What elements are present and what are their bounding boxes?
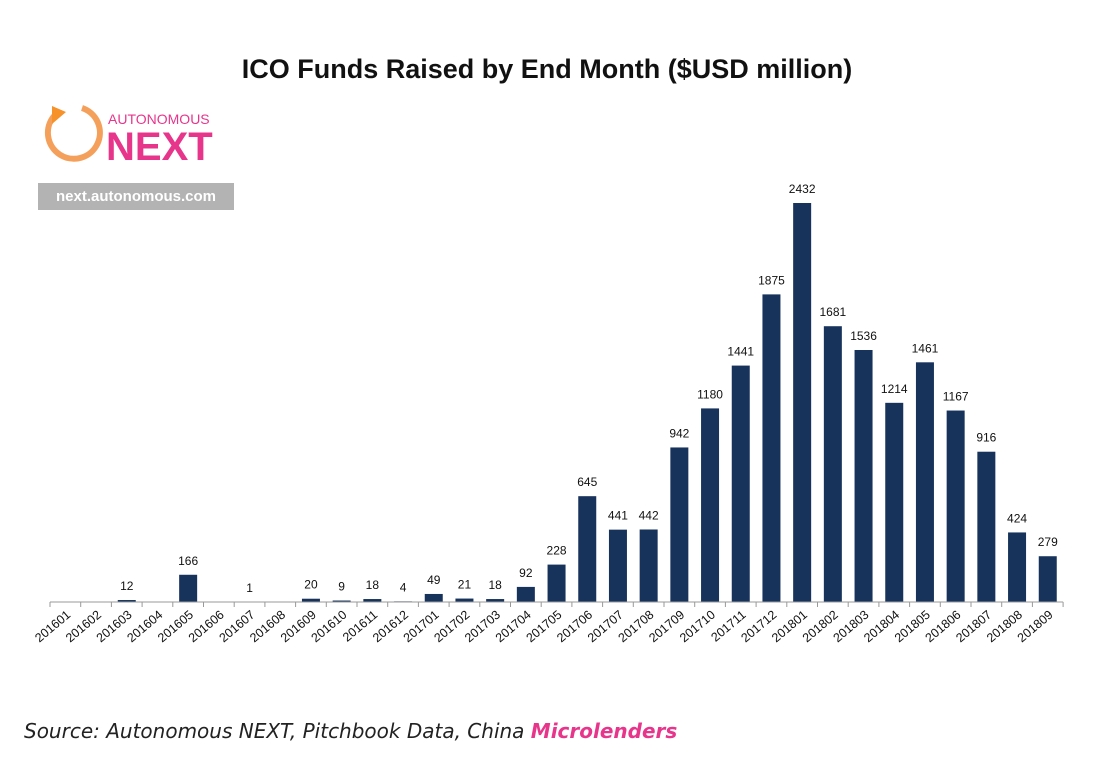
bar-201701 (424, 593, 443, 602)
data-label-201806: 1167 (943, 390, 969, 404)
bar-201710 (701, 408, 720, 602)
data-label-201801: 2432 (789, 182, 816, 196)
data-label-201804: 1214 (881, 382, 908, 396)
bar-201801 (793, 203, 812, 602)
source-highlight: Microlenders (530, 719, 678, 743)
value-labels-layer: 12 166 1 20 9 18 4 49 21 18 92 228 645 441 442 942 1180 1… (120, 182, 1058, 595)
data-label-201705: 228 (547, 544, 567, 558)
data-label-201605: 166 (178, 554, 198, 568)
source-prefix: Source: Autonomous NEXT, Pitchbook Data,… (24, 719, 531, 743)
data-label-201809: 279 (1038, 535, 1058, 549)
bar-201610 (332, 600, 351, 602)
bar-201703 (486, 599, 505, 602)
bar-201807 (977, 451, 996, 602)
bar-201712 (762, 294, 781, 602)
data-label-201701: 49 (427, 573, 441, 587)
bar-201709 (670, 447, 689, 602)
bar-201605 (179, 574, 198, 602)
bars-layer (117, 203, 1057, 602)
logo-small-text: AUTONOMOUS (108, 111, 210, 127)
bar-201803 (854, 350, 873, 602)
bar-201808 (1008, 532, 1027, 602)
data-label-201803: 1536 (850, 329, 877, 343)
data-label-201706: 645 (577, 475, 597, 489)
bar-201711 (731, 365, 750, 602)
data-label-201704: 92 (519, 566, 533, 580)
data-label-201612: 4 (400, 580, 407, 594)
chart-title: ICO Funds Raised by End Month ($USD mill… (241, 54, 853, 84)
data-label-201802: 1681 (819, 305, 846, 319)
bar-201802 (823, 326, 842, 602)
bar-201806 (946, 410, 965, 602)
logo-url: next.autonomous.com (38, 183, 234, 210)
bar-201805 (915, 362, 934, 602)
bar-201611 (363, 599, 382, 602)
bar-201708 (639, 529, 658, 602)
data-label-201808: 424 (1007, 511, 1027, 525)
data-label-201610: 9 (338, 580, 345, 594)
autonomous-next-logo: AUTONOMOUS NEXT (40, 98, 240, 213)
data-label-201611: 18 (366, 578, 380, 592)
bar-201705 (547, 564, 566, 602)
bar-201702 (455, 598, 474, 602)
data-label-201711: 1441 (727, 345, 754, 359)
x-tick-label-201710: 201710 (677, 608, 718, 646)
data-label-201609: 20 (304, 578, 318, 592)
data-label-201710: 1180 (697, 387, 723, 401)
bar-201809 (1038, 556, 1057, 602)
logo-big-text: NEXT (106, 125, 213, 169)
x-tick-label-201809: 201809 (1015, 608, 1056, 646)
bar-201706 (578, 496, 597, 602)
bar-201704 (516, 586, 535, 602)
x-axis: 2016012016022016032016042016052016062016… (32, 601, 1064, 646)
x-tick-label-201610: 201610 (309, 608, 350, 646)
data-label-201807: 916 (976, 431, 996, 445)
data-label-201603: 12 (120, 579, 134, 593)
data-label-201702: 21 (458, 578, 472, 592)
data-label-201709: 942 (669, 426, 689, 440)
bar-201707 (608, 529, 627, 602)
data-label-201708: 442 (639, 508, 659, 522)
data-label-201712: 1875 (758, 273, 785, 287)
bar-201609 (301, 598, 320, 602)
data-label-201707: 441 (608, 509, 628, 523)
data-label-201607: 1 (246, 581, 253, 595)
bar-201804 (885, 402, 904, 602)
source-note: Source: Autonomous NEXT, Pitchbook Data,… (24, 719, 677, 743)
circular-arrow-icon: AUTONOMOUS NEXT (44, 105, 213, 169)
data-label-201805: 1461 (912, 341, 939, 355)
bar-201603 (117, 600, 136, 602)
data-label-201703: 18 (488, 578, 502, 592)
bar-chart: 12 166 1 20 9 18 4 49 21 18 92 228 645 441 442 942 1180 1… (32, 182, 1064, 646)
